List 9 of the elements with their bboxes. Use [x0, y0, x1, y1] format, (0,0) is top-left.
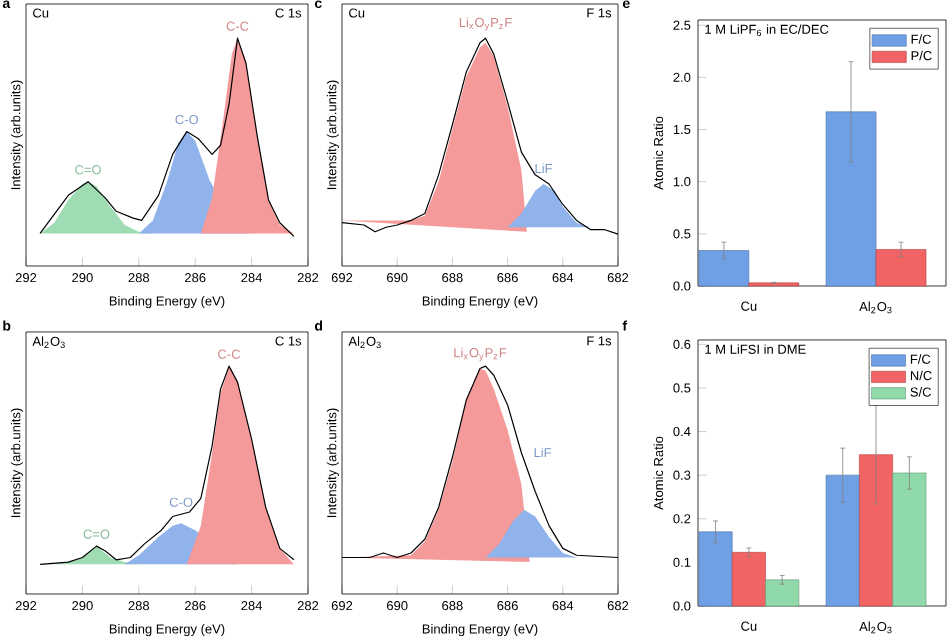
bar	[892, 472, 927, 607]
bar	[698, 531, 733, 607]
bar	[698, 250, 750, 287]
bar	[875, 249, 927, 287]
bar	[731, 552, 766, 607]
bar	[825, 474, 860, 607]
bar	[825, 111, 877, 287]
bar	[765, 579, 800, 607]
bar	[859, 454, 894, 607]
